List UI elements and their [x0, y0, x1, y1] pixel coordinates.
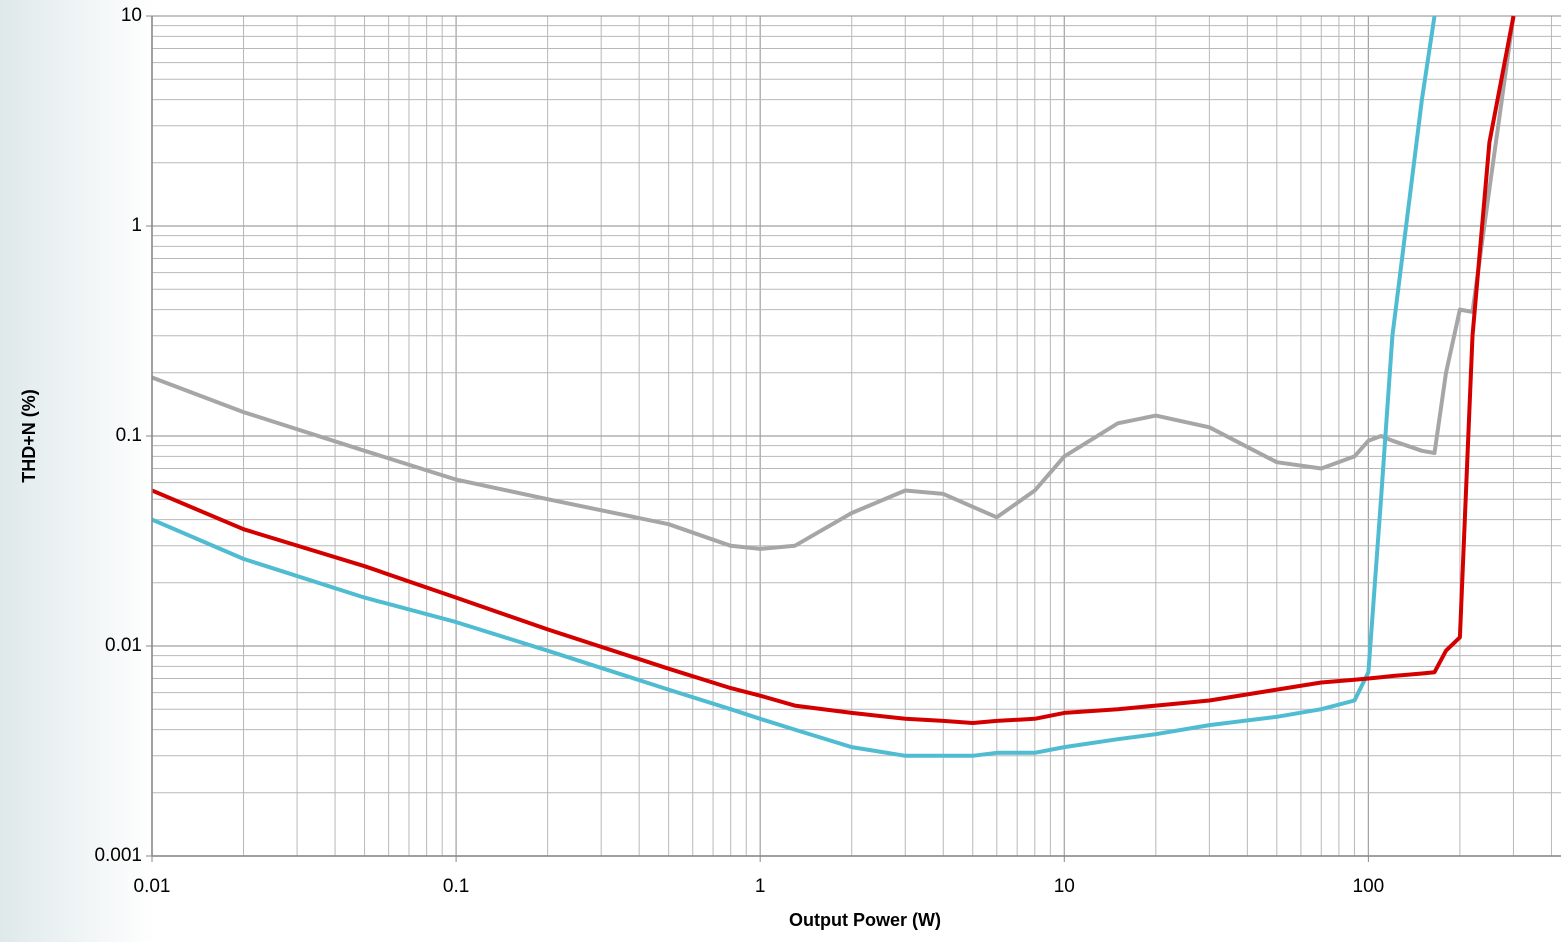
y-tick-label: 10	[121, 5, 142, 26]
y-tick-label: 1	[131, 215, 142, 236]
x-tick-label: 0.1	[443, 876, 469, 897]
x-tick-label: 100	[1353, 876, 1385, 897]
y-tick-label: 0.1	[116, 425, 142, 446]
lines	[152, 15, 1516, 758]
series-line	[152, 15, 1437, 758]
series-line	[152, 15, 1516, 725]
grid	[151, 15, 1561, 857]
y-tick-label: 0.001	[94, 845, 142, 866]
x-axis-label: Output Power (W)	[789, 910, 941, 930]
x-tick-label: 10	[1054, 876, 1075, 897]
series-line	[152, 15, 1516, 551]
x-tick-label: 1	[755, 876, 766, 897]
y-tick-label: 0.01	[105, 635, 142, 656]
y-axis-label: THD+N (%)	[19, 389, 39, 483]
x-tick-label: 0.01	[134, 876, 171, 897]
